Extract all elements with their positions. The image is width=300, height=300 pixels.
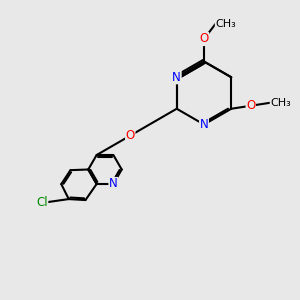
Text: CH₃: CH₃ (270, 98, 291, 108)
Text: N: N (109, 178, 118, 190)
Text: O: O (126, 129, 135, 142)
Text: N: N (172, 71, 181, 84)
Text: CH₃: CH₃ (215, 19, 236, 29)
Text: O: O (200, 32, 208, 46)
Text: Cl: Cl (36, 196, 48, 208)
Text: O: O (246, 99, 255, 112)
Text: N: N (200, 118, 208, 131)
